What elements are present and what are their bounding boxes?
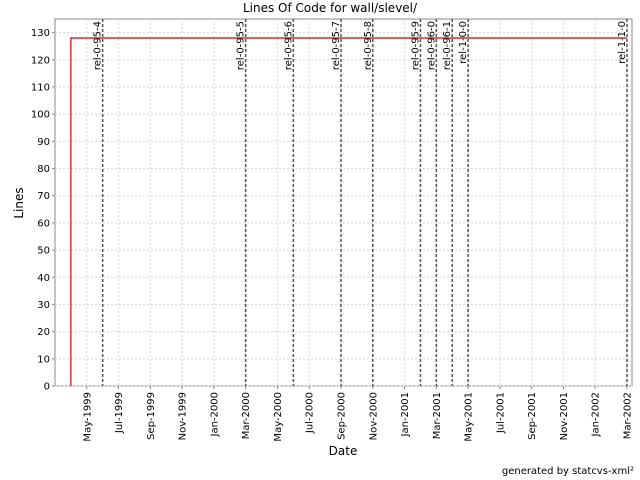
- y-tick-label: 20: [37, 327, 50, 338]
- y-tick-label: 90: [37, 137, 50, 148]
- x-tick-label: Jan-2000: [209, 392, 220, 437]
- x-tick-label: May-2001: [464, 392, 475, 442]
- y-axis-label: Lines: [12, 187, 26, 218]
- y-tick-label: 70: [37, 191, 50, 202]
- release-label: rel-0-95-5: [236, 21, 247, 70]
- footer: generated by statcvs-xml²: [502, 466, 634, 477]
- release-label: rel-0-95-7: [331, 21, 342, 70]
- x-tick-label: Nov-2001: [559, 392, 570, 440]
- x-axis-label: Date: [329, 444, 358, 458]
- y-tick-label: 50: [37, 246, 50, 257]
- release-label: rel-0-95-8: [363, 21, 374, 70]
- y-tick-label: 130: [31, 28, 50, 39]
- chart-title: Lines Of Code for wall/slevel/: [243, 1, 418, 15]
- y-tick-label: 10: [37, 354, 50, 365]
- x-tick-label: Sep-1999: [146, 392, 157, 440]
- release-label: rel-1-1-0: [617, 21, 628, 64]
- x-tick-label: Sep-2000: [337, 392, 348, 440]
- x-tick-label: May-1999: [82, 392, 93, 442]
- x-tick-label: Jul-2001: [495, 392, 506, 434]
- release-label: rel-0-96-1: [442, 21, 453, 70]
- y-tick-label: 40: [37, 273, 50, 284]
- release-label: rel-0-95-4: [93, 21, 104, 70]
- y-tick-label: 30: [37, 300, 50, 311]
- release-label: rel-1-0-0: [458, 21, 469, 64]
- x-tick-label: Sep-2001: [527, 392, 538, 440]
- x-tick-label: Jul-1999: [114, 392, 125, 434]
- x-tick-label: May-2000: [273, 392, 284, 442]
- y-tick-label: 120: [31, 55, 50, 66]
- x-tick-label: Jan-2001: [400, 392, 411, 437]
- x-tick-label: Nov-1999: [178, 392, 189, 440]
- x-tick-label: Mar-2002: [623, 392, 634, 439]
- y-tick-label: 100: [31, 110, 50, 121]
- series-line: [70, 37, 627, 386]
- plot-area: 0 10 20 30 40 50 60 70 80 90 100 110 120 130 May-1999 J…: [31, 18, 634, 442]
- plot-background: [54, 18, 633, 387]
- x-tick-label: Nov-2000: [368, 392, 379, 440]
- y-tick-label: 0: [44, 382, 50, 393]
- x-tick-label: Jul-2000: [305, 392, 316, 434]
- y-tick-label: 60: [37, 218, 50, 229]
- release-label: rel-0-95-9: [410, 21, 421, 70]
- release-label: rel-0-95-6: [283, 21, 294, 70]
- release-label: rel-0-96-0: [426, 21, 437, 70]
- x-tick-label: Jan-2002: [591, 392, 602, 437]
- y-tick-label: 80: [37, 164, 50, 175]
- x-tick-label: Mar-2001: [432, 392, 443, 439]
- x-tick-label: Mar-2000: [241, 392, 252, 439]
- y-tick-label: 110: [31, 82, 50, 93]
